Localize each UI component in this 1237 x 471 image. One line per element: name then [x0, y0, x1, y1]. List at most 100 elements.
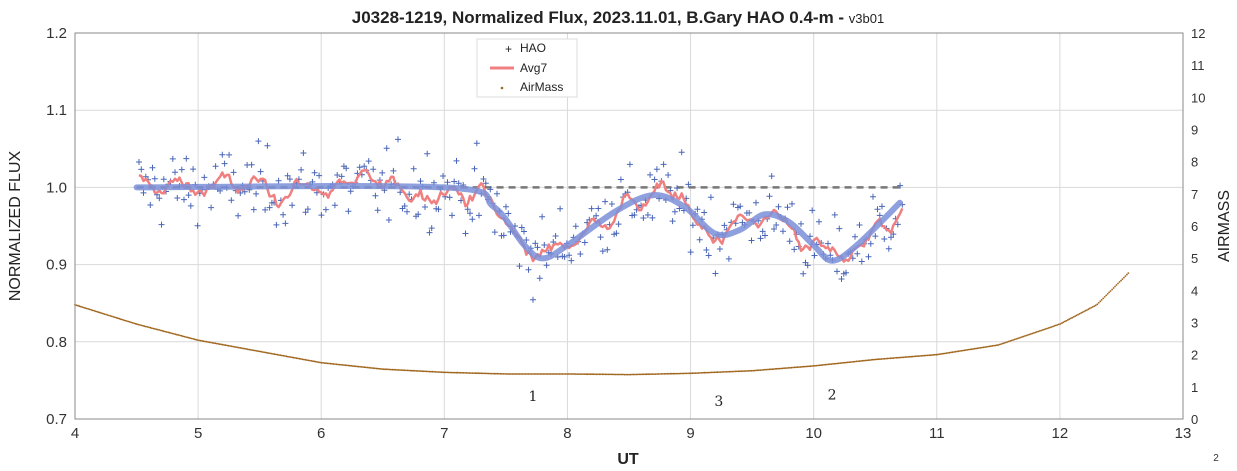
airmass-point — [755, 369, 757, 372]
airmass-point — [192, 338, 195, 340]
airmass-point — [1024, 335, 1026, 337]
airmass-point — [608, 373, 611, 376]
hao-point — [185, 192, 192, 199]
airmass-point — [864, 359, 867, 362]
hao-point — [649, 214, 656, 221]
legend-label-avg7: Avg7 — [520, 61, 547, 75]
airmass-point — [925, 354, 927, 357]
hao-point — [523, 237, 530, 243]
airmass-point — [780, 367, 783, 370]
airmass-point — [489, 372, 491, 375]
hao-point — [241, 188, 248, 195]
hao-point — [730, 201, 737, 208]
airmass-point — [168, 331, 171, 334]
airmass-point — [245, 348, 248, 350]
hao-point — [172, 169, 178, 176]
airmass-point — [829, 363, 831, 366]
hao-point — [836, 225, 843, 232]
airmass-point — [926, 354, 929, 357]
airmass-point — [1049, 326, 1051, 329]
airmass-point — [280, 354, 283, 357]
airmass-point — [902, 356, 905, 359]
airmass-point — [473, 372, 475, 374]
airmass-point — [818, 364, 821, 367]
airmass-point — [115, 316, 118, 319]
airmass-point — [382, 368, 385, 371]
airmass-point — [468, 372, 471, 374]
y2-tick-label: 2 — [1191, 348, 1198, 363]
airmass-point — [669, 372, 672, 375]
hao-point — [505, 210, 512, 217]
airmass-point — [997, 344, 1000, 346]
airmass-point — [783, 367, 785, 370]
airmass-point — [659, 373, 661, 375]
airmass-point — [1117, 282, 1119, 285]
airmass-point — [309, 359, 311, 362]
airmass-point — [626, 373, 629, 376]
airmass-point — [947, 352, 949, 354]
airmass-point — [1003, 342, 1006, 344]
airmass-point — [938, 353, 941, 356]
airmass-point — [405, 369, 407, 372]
airmass-point — [1004, 341, 1007, 344]
airmass-point — [152, 327, 155, 330]
hao-point — [257, 168, 264, 175]
airmass-point — [363, 366, 366, 369]
airmass-point — [291, 356, 294, 359]
hao-point — [707, 194, 714, 201]
airmass-point — [894, 357, 896, 359]
hao-point — [541, 242, 548, 248]
airmass-point — [566, 373, 568, 375]
airmass-point — [1025, 334, 1028, 337]
legend: + HAO Avg7 AirMass — [476, 38, 578, 98]
airmass-point — [1075, 314, 1078, 317]
airmass-point — [276, 353, 279, 356]
airmass-point — [252, 349, 255, 352]
airmass-point — [111, 315, 113, 318]
airmass-point — [102, 312, 104, 315]
airmass-point — [320, 361, 323, 364]
hao-point — [473, 140, 480, 147]
airmass-point — [595, 373, 598, 376]
airmass-point — [433, 370, 435, 373]
hao-point — [440, 173, 446, 179]
airmass-point — [499, 372, 502, 375]
airmass-point — [316, 361, 319, 363]
hao-point — [262, 206, 269, 213]
airmass-point — [842, 361, 845, 364]
airmass-point — [505, 373, 508, 375]
legend-label-airmass: AirMass — [520, 80, 563, 94]
airmass-point — [805, 365, 808, 368]
airmass-point — [481, 372, 484, 375]
airmass-point — [232, 345, 235, 348]
airmass-point — [837, 362, 840, 365]
airmass-point — [733, 370, 735, 373]
airmass-point — [167, 331, 170, 334]
airmass-point — [798, 366, 800, 368]
airmass-point — [928, 354, 930, 357]
airmass-point — [317, 361, 320, 364]
airmass-point — [360, 366, 363, 368]
airmass-point — [993, 344, 995, 347]
airmass-point — [572, 373, 574, 375]
airmass-point — [421, 370, 424, 373]
airmass-point — [988, 345, 991, 348]
airmass-point — [255, 350, 258, 352]
airmass-point — [183, 335, 186, 338]
hao-point — [147, 202, 154, 208]
airmass-point — [576, 373, 579, 375]
legend-label-hao: HAO — [520, 41, 546, 55]
y-tick-label: 0.9 — [46, 257, 67, 274]
airmass-point — [725, 370, 728, 373]
airmass-point — [648, 373, 651, 376]
hao-point — [852, 233, 858, 240]
airmass-point — [325, 362, 327, 365]
airmass-point — [508, 373, 511, 375]
airmass-point — [676, 372, 679, 375]
airmass-point — [1105, 294, 1108, 297]
airmass-point — [295, 357, 298, 360]
airmass-point — [196, 339, 199, 341]
hao-point — [872, 233, 879, 240]
airmass-point — [418, 370, 421, 372]
